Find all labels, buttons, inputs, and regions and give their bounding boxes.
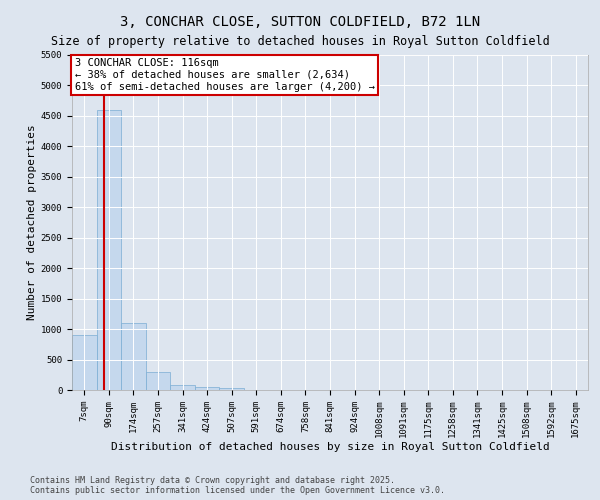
Bar <box>195 387 220 390</box>
Text: Contains HM Land Registry data © Crown copyright and database right 2025.
Contai: Contains HM Land Registry data © Crown c… <box>30 476 445 495</box>
Y-axis label: Number of detached properties: Number of detached properties <box>26 124 37 320</box>
Bar <box>170 385 195 390</box>
Bar <box>121 323 146 390</box>
X-axis label: Distribution of detached houses by size in Royal Sutton Coldfield: Distribution of detached houses by size … <box>110 442 550 452</box>
Text: 3 CONCHAR CLOSE: 116sqm
← 38% of detached houses are smaller (2,634)
61% of semi: 3 CONCHAR CLOSE: 116sqm ← 38% of detache… <box>74 58 374 92</box>
Text: Size of property relative to detached houses in Royal Sutton Coldfield: Size of property relative to detached ho… <box>50 35 550 48</box>
Bar <box>146 372 170 390</box>
Text: 3, CONCHAR CLOSE, SUTTON COLDFIELD, B72 1LN: 3, CONCHAR CLOSE, SUTTON COLDFIELD, B72 … <box>120 15 480 29</box>
Bar <box>97 110 121 390</box>
Bar <box>72 335 97 390</box>
Bar <box>220 388 244 390</box>
